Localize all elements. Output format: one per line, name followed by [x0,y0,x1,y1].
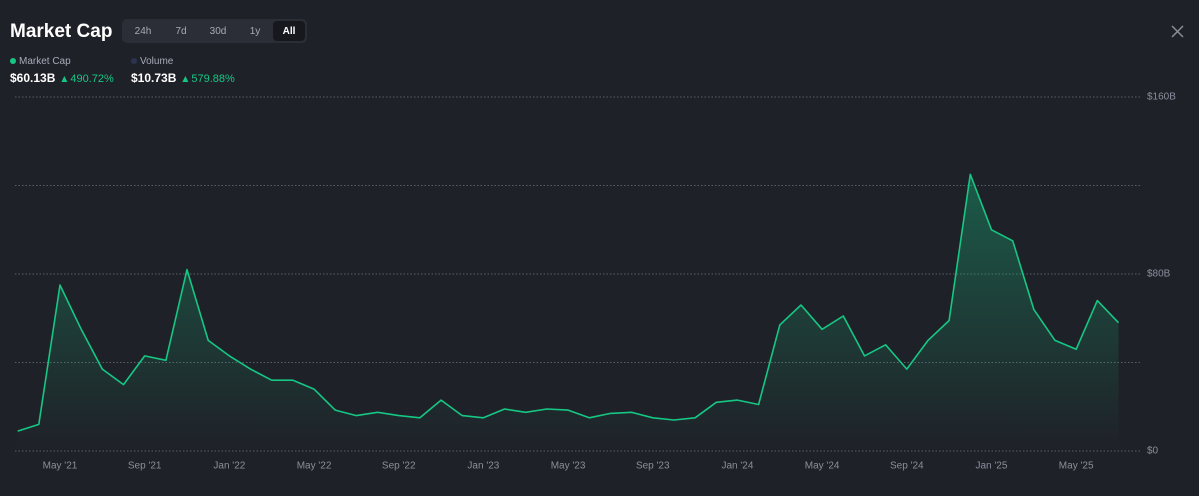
x-tick-label: May '21 [43,461,78,472]
range-active [273,21,305,41]
range-button[interactable]: 1y [250,26,261,37]
line [17,173,1120,432]
change-arrow [61,76,68,82]
y-tick-label: $80B [1147,269,1171,280]
x-tick-label: Sep '24 [890,461,924,472]
x-tick-label: Jan '24 [721,461,753,472]
close-button[interactable] [1171,25,1184,38]
legend-name: Volume [140,56,174,67]
legend-change: 579.88% [191,73,235,85]
x-tick-label: May '25 [1059,461,1094,472]
range-group [122,19,307,43]
legend-name: Market Cap [19,56,71,67]
change-arrow [182,76,189,82]
y-tick-label: $160B [1147,92,1176,103]
range-button[interactable]: 30d [210,26,227,37]
range-button[interactable]: 7d [175,26,186,37]
area [17,174,1119,451]
legend-dot [131,58,137,64]
y-tick-label: $0 [1147,446,1159,457]
x-tick-label: Sep '23 [636,461,670,472]
x-tick-label: Jan '23 [467,461,499,472]
x-tick-label: May '24 [805,461,840,472]
x-tick-label: Jan '25 [976,461,1008,472]
legend-change: 490.72% [70,73,114,85]
legend-dot [10,58,16,64]
x-tick-label: Sep '21 [128,461,162,472]
legend-value: $10.73B [131,71,177,85]
x-tick-label: Sep '22 [382,461,416,472]
range-button[interactable]: All [283,26,296,37]
x-tick-label: Jan '22 [213,461,245,472]
x-tick-label: May '22 [297,461,332,472]
title: Market Cap [10,21,112,42]
range-button[interactable]: 24h [135,26,152,37]
x-tick-label: May '23 [551,461,586,472]
legend-value: $60.13B [10,71,56,85]
